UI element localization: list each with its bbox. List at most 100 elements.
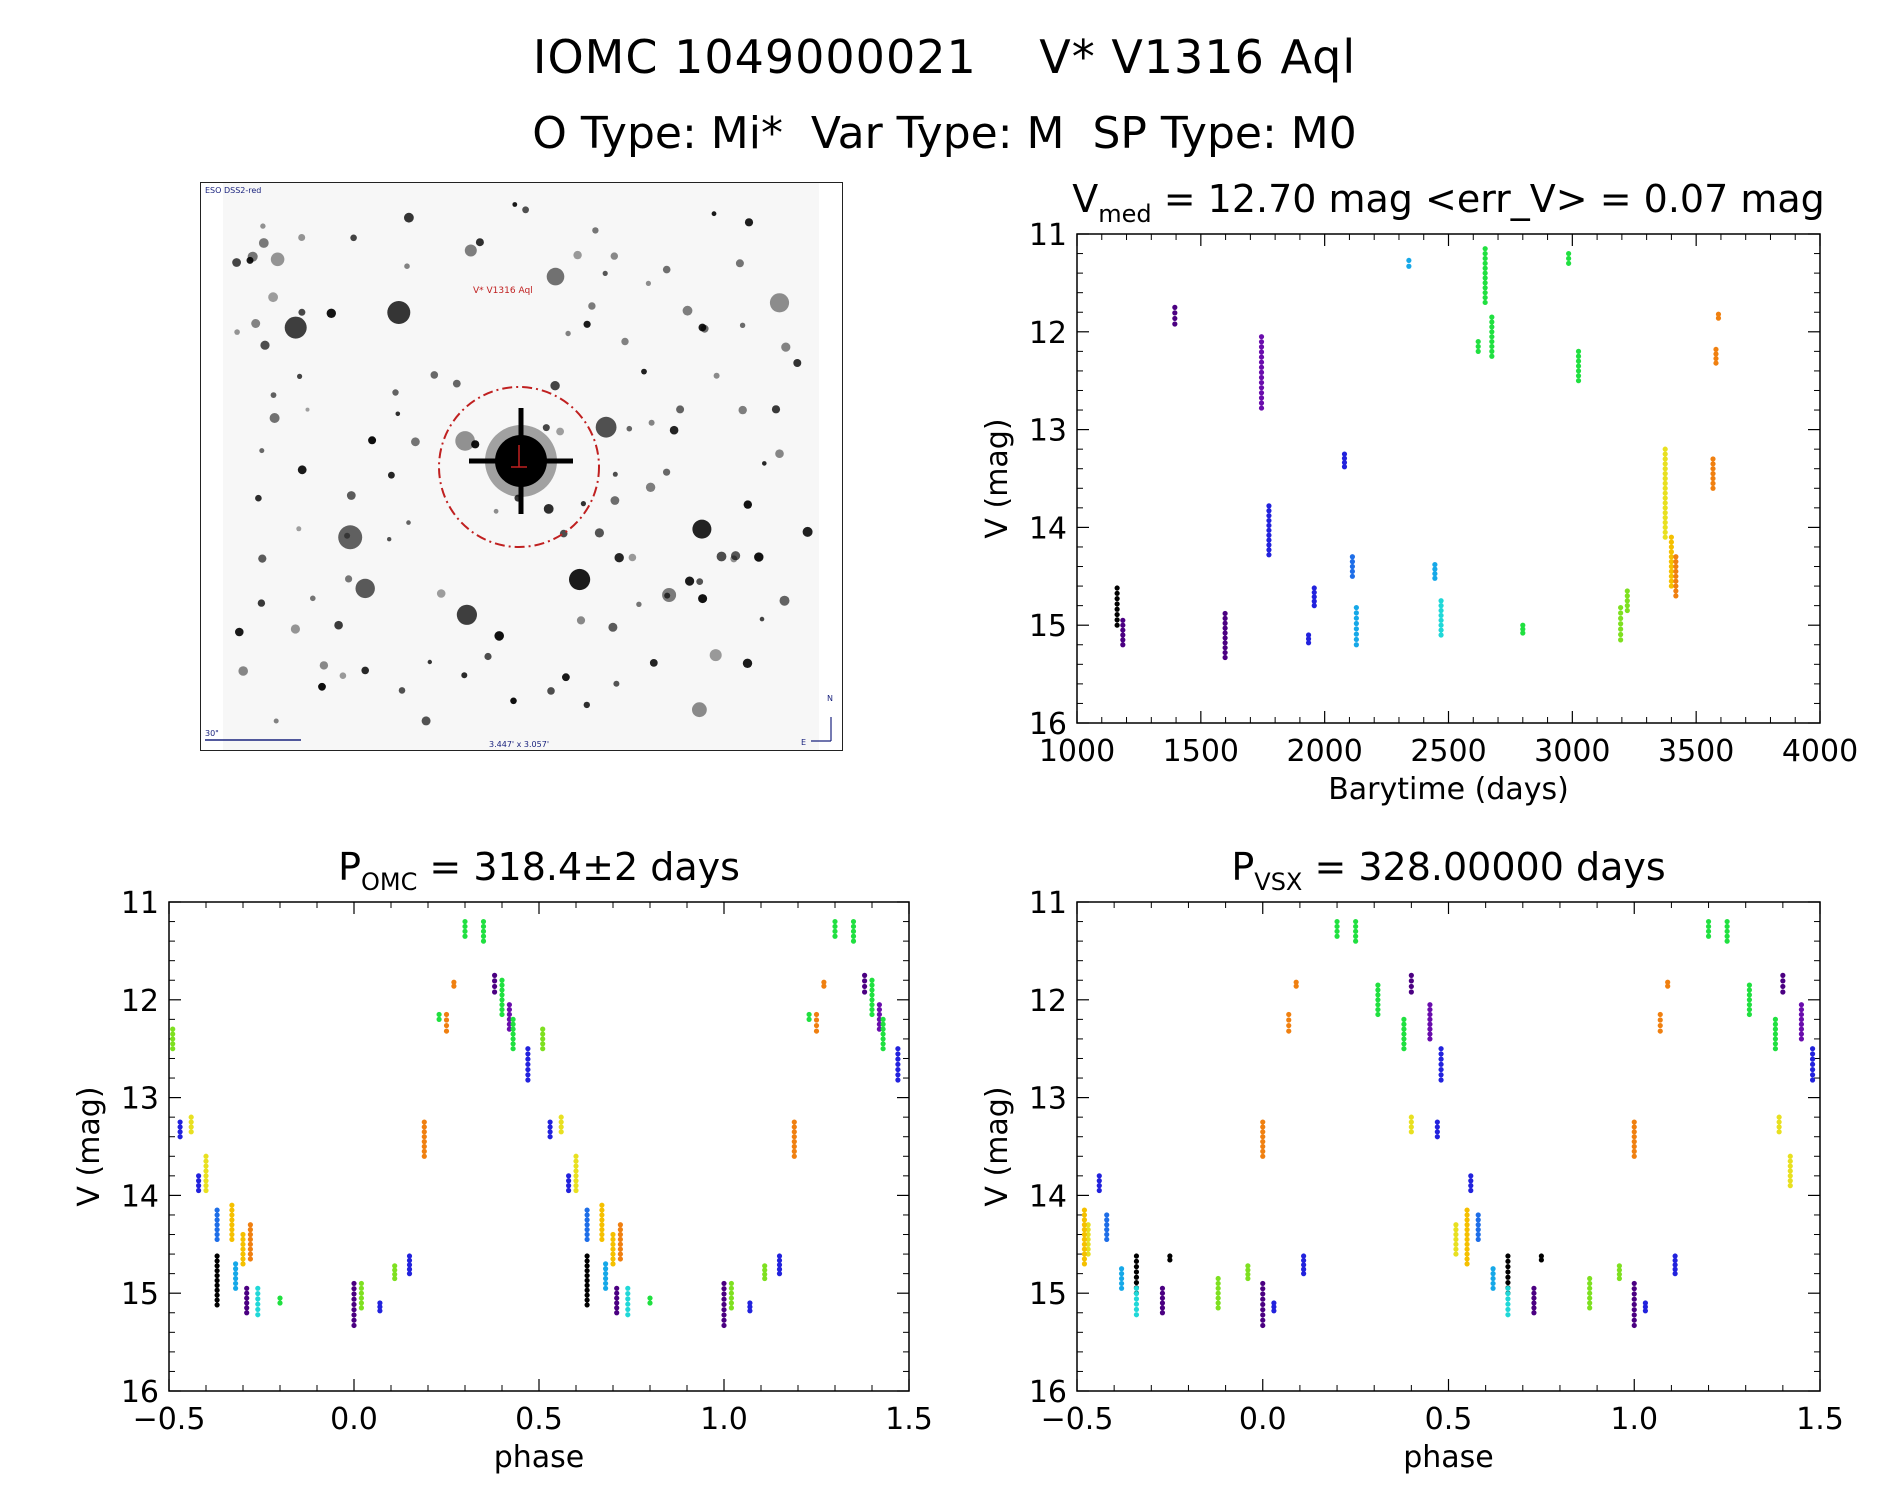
data-point — [1787, 1168, 1793, 1174]
data-point — [614, 1300, 620, 1306]
data-point — [728, 1305, 735, 1311]
data-point — [1631, 1322, 1637, 1329]
field-star — [731, 551, 741, 561]
data-point — [421, 1129, 427, 1135]
data-point — [1266, 522, 1272, 529]
data-point — [1672, 1266, 1678, 1272]
data-point — [1427, 1011, 1433, 1018]
data-point — [1772, 1031, 1779, 1037]
data-point — [421, 1143, 427, 1150]
data-point — [1673, 583, 1679, 589]
data-point — [1222, 620, 1228, 626]
data-point — [1341, 455, 1348, 461]
plot-frame — [1076, 233, 1821, 724]
data-point — [1408, 983, 1414, 990]
field-star — [334, 620, 343, 630]
data-point — [1172, 304, 1178, 310]
field-star — [762, 461, 767, 466]
data-point — [1624, 593, 1630, 599]
data-point — [1081, 1241, 1088, 1247]
data-point — [1266, 527, 1272, 533]
data-point — [1490, 1280, 1496, 1287]
data-point — [177, 1129, 183, 1135]
data-point — [1673, 559, 1679, 565]
data-point — [1489, 329, 1495, 335]
field-star — [779, 595, 790, 606]
data-point — [1809, 1072, 1816, 1078]
data-point — [1482, 299, 1488, 306]
data-point — [1631, 1286, 1637, 1292]
data-point — [1798, 1021, 1805, 1027]
data-point — [791, 1124, 797, 1130]
field-star — [698, 594, 708, 604]
data-point — [1271, 1308, 1277, 1314]
data-point — [1490, 1285, 1496, 1291]
field-star — [613, 680, 620, 687]
y-tick-label: 11 — [1029, 218, 1067, 253]
data-point — [776, 1262, 783, 1268]
data-point — [1438, 617, 1444, 623]
data-point — [1085, 1241, 1091, 1247]
data-point — [1118, 1271, 1125, 1277]
data-point — [1260, 1134, 1266, 1140]
field-star — [698, 323, 707, 332]
data-point — [421, 1134, 427, 1140]
data-point — [392, 1271, 398, 1277]
data-point — [247, 1231, 253, 1238]
data-point — [1464, 1222, 1470, 1228]
data-point — [1587, 1300, 1593, 1306]
data-point — [247, 1241, 253, 1247]
data-point — [1353, 928, 1359, 934]
data-point — [1482, 260, 1488, 266]
data-point — [1780, 983, 1786, 990]
data-point — [1349, 554, 1356, 560]
data-point — [573, 1187, 579, 1194]
data-point — [255, 1312, 261, 1318]
data-point — [1438, 627, 1444, 633]
data-point — [791, 1139, 797, 1145]
data-point — [1662, 495, 1668, 501]
target-circle — [438, 386, 600, 548]
field-star — [793, 359, 802, 367]
data-point — [1222, 615, 1228, 621]
data-point — [617, 1231, 624, 1238]
figure-title: IOMC 1049000021 V* V1316 Aql — [532, 30, 1357, 84]
data-point — [721, 1296, 727, 1302]
data-point — [1133, 1264, 1140, 1270]
field-star — [573, 250, 582, 260]
data-point — [1215, 1290, 1221, 1296]
data-point — [1245, 1271, 1251, 1277]
data-point — [188, 1119, 194, 1125]
data-point — [1266, 513, 1272, 519]
field-star — [636, 601, 642, 607]
data-point — [1505, 1296, 1511, 1302]
data-point — [869, 987, 875, 993]
data-point — [880, 1036, 886, 1042]
data-point — [1159, 1285, 1166, 1291]
data-point — [1081, 1246, 1088, 1252]
y-tick-label: 15 — [121, 1277, 159, 1312]
field-star — [234, 329, 240, 335]
data-point — [506, 1006, 512, 1013]
plot-title-subscript: VSX — [1254, 868, 1302, 896]
data-point — [351, 1286, 357, 1292]
data-point — [1662, 500, 1668, 506]
data-point — [599, 1202, 605, 1208]
size-label: 3.447' x 3.057' — [489, 740, 549, 749]
data-point — [869, 997, 875, 1003]
target-label: V* V1316 Aql — [473, 286, 533, 296]
data-point — [1809, 1066, 1816, 1073]
data-point — [1258, 349, 1265, 355]
field-star — [255, 494, 262, 502]
data-point — [1258, 339, 1265, 345]
data-point — [1505, 1258, 1511, 1264]
data-point — [728, 1280, 735, 1287]
data-point — [895, 1061, 901, 1067]
data-point — [1260, 1286, 1266, 1292]
data-point — [1505, 1264, 1511, 1270]
data-point — [436, 1016, 442, 1022]
data-point — [1662, 490, 1668, 496]
data-point — [603, 1280, 609, 1287]
x-tick-label: 1500 — [1163, 734, 1239, 769]
data-point — [862, 978, 868, 984]
